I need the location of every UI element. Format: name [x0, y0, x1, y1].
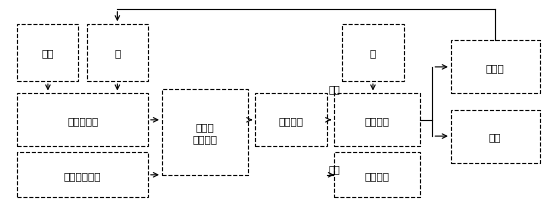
Bar	[343, 25, 403, 82]
Text: 水: 水	[370, 48, 376, 58]
Bar	[162, 90, 248, 175]
Bar	[334, 94, 420, 147]
Bar	[451, 41, 540, 94]
Bar	[17, 153, 148, 197]
Text: 固液分离: 固液分离	[279, 115, 304, 125]
Text: 水: 水	[114, 48, 120, 58]
Text: 反应器
搅拌混合: 反应器 搅拌混合	[192, 122, 217, 143]
Bar	[451, 110, 540, 163]
Text: 深度清洗: 深度清洗	[365, 115, 389, 125]
Bar	[17, 94, 148, 147]
Text: 破氰处理: 破氰处理	[365, 170, 389, 180]
Text: 碑剂: 碑剂	[42, 48, 54, 58]
Text: 土壤: 土壤	[489, 131, 501, 141]
Text: 碑洗液配制: 碑洗液配制	[67, 115, 98, 125]
Bar	[17, 25, 79, 82]
Bar	[87, 25, 148, 82]
Text: 水洗液: 水洗液	[486, 63, 505, 73]
Text: 含氰土壤采集: 含氰土壤采集	[64, 170, 101, 180]
Bar	[334, 153, 420, 197]
Bar	[255, 94, 328, 147]
Text: 固相: 固相	[329, 84, 340, 94]
Text: 液相: 液相	[329, 163, 340, 173]
